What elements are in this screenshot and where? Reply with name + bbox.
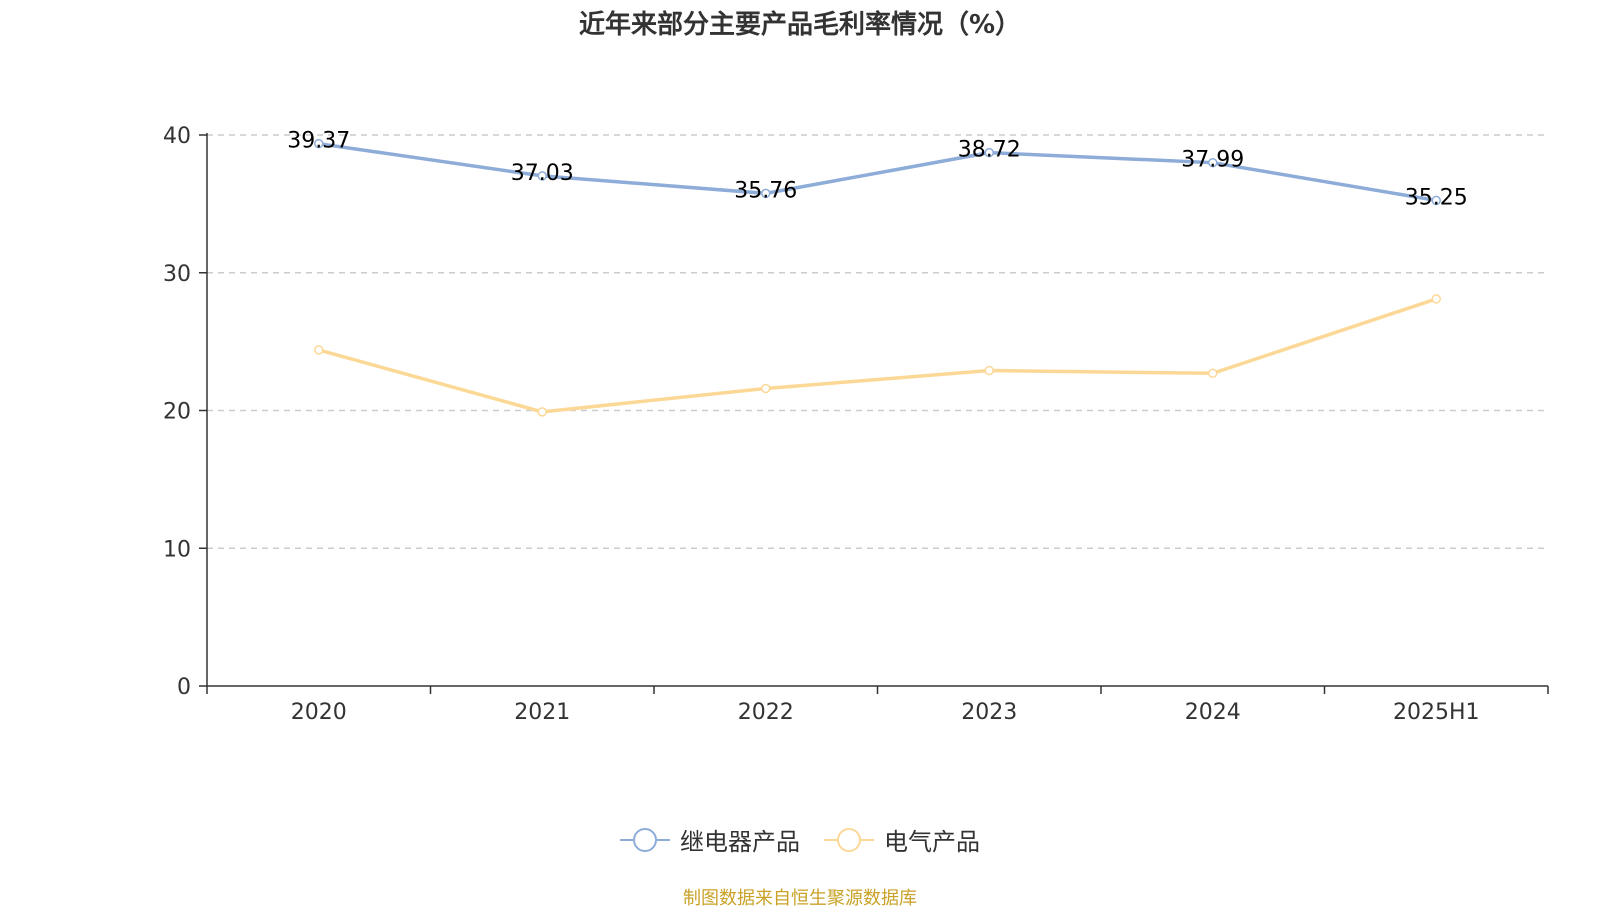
data-point xyxy=(984,365,994,376)
gridlines xyxy=(207,134,1548,549)
data-label: 37.99 xyxy=(1181,148,1244,173)
line-chart: 0 10 20 30 40 2020 2021 2022 2023 2024 2025H1 39.3… xyxy=(163,124,1549,725)
data-label: 38.72 xyxy=(958,138,1021,163)
data-labels: 39.37 37.03 35.76 38.72 37.99 35.25 xyxy=(287,129,1467,211)
y-tick-label: 10 xyxy=(163,537,191,562)
data-point xyxy=(1208,368,1218,379)
x-tick-label: 2025H1 xyxy=(1393,700,1480,725)
y-tick-label: 20 xyxy=(163,400,191,425)
series-line-1 xyxy=(318,297,1437,414)
series-line-0 xyxy=(318,141,1437,203)
legend-swatch-electrical-icon xyxy=(824,827,874,852)
y-tick-label: 40 xyxy=(163,124,191,149)
data-point xyxy=(1431,195,1441,206)
data-point xyxy=(537,407,547,417)
data-point xyxy=(761,188,771,199)
series-layer xyxy=(314,138,1441,417)
chart-title: 近年来部分主要产品毛利率情况（%） xyxy=(578,10,1022,40)
x-tick-label: 2024 xyxy=(1185,700,1241,725)
source-note: 制图数据来自恒生聚源数据库 xyxy=(683,888,917,909)
legend-label-relay: 继电器产品 xyxy=(680,828,800,856)
x-tick-label: 2021 xyxy=(514,700,570,725)
legend-item-relay[interactable]: 继电器产品 xyxy=(620,822,800,857)
x-tick-label: 2020 xyxy=(291,700,347,725)
data-label: 37.03 xyxy=(511,161,574,186)
legend-swatch-relay-icon xyxy=(620,827,670,852)
data-point xyxy=(314,138,324,149)
data-point xyxy=(984,147,994,158)
x-tick-label: 2023 xyxy=(961,700,1017,725)
x-tick-label: 2022 xyxy=(738,700,794,725)
data-label: 35.25 xyxy=(1405,185,1468,210)
legend-item-electrical[interactable]: 电气产品 xyxy=(824,822,980,857)
data-point xyxy=(1208,157,1218,168)
legend: 继电器产品 电气产品 xyxy=(0,822,1600,857)
y-tick-label: 30 xyxy=(163,262,191,287)
legend-label-electrical: 电气产品 xyxy=(884,828,980,856)
data-label: 39.37 xyxy=(287,129,350,154)
y-tick-label: 0 xyxy=(177,675,191,700)
data-point xyxy=(1431,294,1441,304)
data-point xyxy=(537,171,547,181)
data-point xyxy=(761,383,771,394)
axes: 0 10 20 30 40 2020 2021 2022 2023 2024 2025H1 xyxy=(163,124,1549,725)
data-label: 35.76 xyxy=(734,178,797,203)
data-point xyxy=(314,345,324,355)
